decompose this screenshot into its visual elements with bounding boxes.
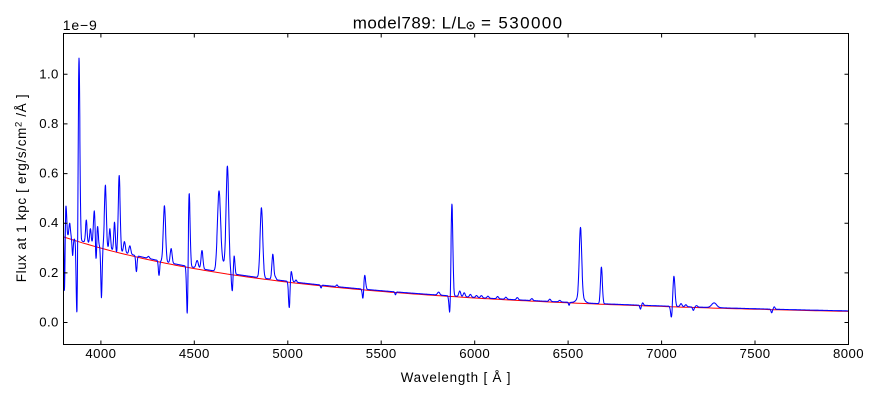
svg-text:0.0: 0.0 xyxy=(39,315,59,330)
svg-text:5500: 5500 xyxy=(366,346,397,361)
svg-text:7000: 7000 xyxy=(646,346,677,361)
svg-text:model789: L/L: model789: L/L xyxy=(353,14,467,33)
svg-text:= 530000: = 530000 xyxy=(481,14,564,33)
svg-text:6500: 6500 xyxy=(553,346,584,361)
svg-text:5000: 5000 xyxy=(272,346,303,361)
svg-text:4000: 4000 xyxy=(85,346,116,361)
svg-text:6000: 6000 xyxy=(459,346,490,361)
svg-text:1.0: 1.0 xyxy=(39,66,59,81)
svg-text:0.4: 0.4 xyxy=(39,215,59,230)
svg-text:1e−9: 1e−9 xyxy=(63,17,98,33)
svg-text:7500: 7500 xyxy=(740,346,771,361)
svg-text:0.8: 0.8 xyxy=(39,116,59,131)
svg-text:0.2: 0.2 xyxy=(39,265,59,280)
svg-text:Flux at 1 kpc [ erg/s/cm2 /Å ]: Flux at 1 kpc [ erg/s/cm2 /Å ] xyxy=(14,94,30,283)
svg-text:0.6: 0.6 xyxy=(39,166,59,181)
svg-text:4500: 4500 xyxy=(179,346,210,361)
svg-text:Wavelength [ Å ]: Wavelength [ Å ] xyxy=(401,370,512,385)
svg-text:8000: 8000 xyxy=(833,346,864,361)
